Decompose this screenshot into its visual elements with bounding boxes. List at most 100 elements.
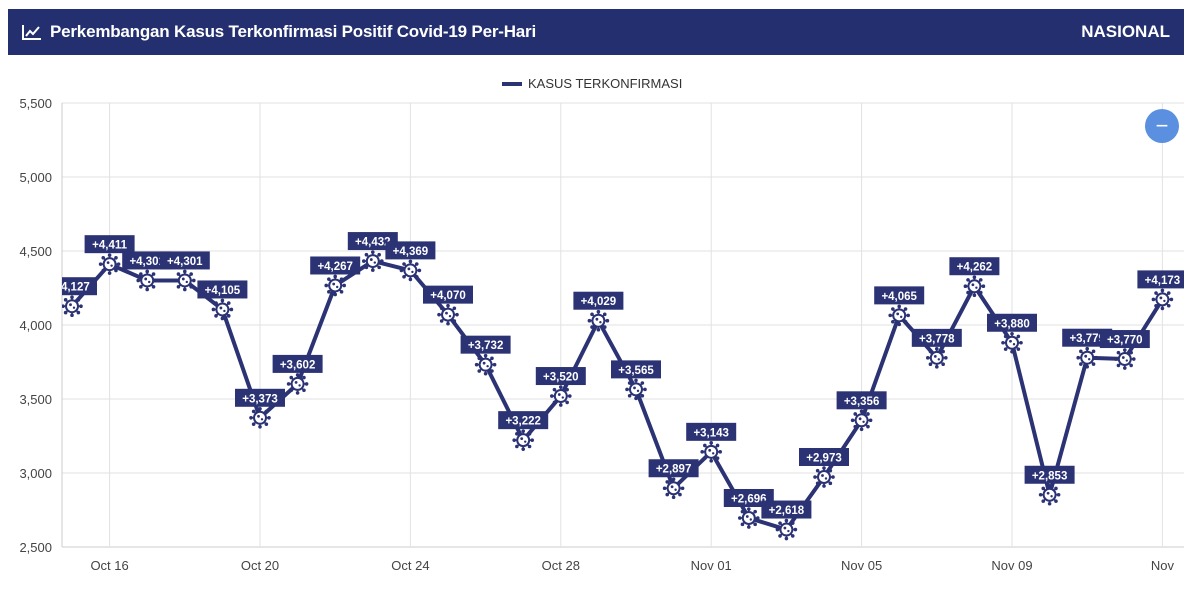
data-label: +4,411 xyxy=(84,235,135,254)
virus-dot xyxy=(900,315,903,319)
virus-spike-tip xyxy=(183,287,187,292)
data-label-box xyxy=(723,488,774,507)
virus-dot xyxy=(336,285,339,289)
virus-spike-tip xyxy=(665,492,670,497)
data-label-text: +4,173 xyxy=(1145,275,1181,287)
virus-body xyxy=(666,481,681,496)
virus-spike-tip xyxy=(935,347,939,351)
virus-marker xyxy=(850,409,873,432)
data-label: +3,770 xyxy=(1099,330,1150,349)
virus-spike-tip xyxy=(903,319,908,324)
virus-spike-tip xyxy=(490,369,494,373)
virus-spike-tip xyxy=(362,259,366,263)
virus-marker xyxy=(662,477,685,500)
virus-body xyxy=(1080,350,1095,365)
legend-label: KASUS TERKONFIRMASI xyxy=(528,76,682,91)
virus-spike-tip xyxy=(339,277,344,281)
virus-spike-tip xyxy=(866,412,870,416)
virus-body xyxy=(177,273,192,288)
virus-dot xyxy=(561,396,564,399)
virus-marker xyxy=(625,378,647,401)
virus-spike-tip xyxy=(527,444,532,449)
virus-spike-tip xyxy=(214,301,218,305)
virus-spike-tip xyxy=(114,256,118,260)
virus-dot xyxy=(260,418,264,421)
virus-spike-tip xyxy=(229,307,234,312)
virus-dot xyxy=(821,474,824,477)
virus-dot xyxy=(72,306,76,309)
virus-body xyxy=(365,254,380,269)
data-label: +4,173 xyxy=(1137,270,1184,289)
header-title-group: Perkembangan Kasus Terkonfirmasi Positif… xyxy=(22,22,1081,42)
virus-spike-tip xyxy=(371,268,375,272)
data-label: +4,432 xyxy=(347,232,398,251)
virus-dot xyxy=(332,282,336,286)
virus-spike-tip xyxy=(527,431,532,436)
data-label-text: +2,696 xyxy=(731,493,767,505)
virus-spike-tip xyxy=(327,277,331,281)
virus-spike-tip xyxy=(740,509,745,514)
virus-spike-tip xyxy=(640,393,645,398)
virus-spike-tip xyxy=(978,278,983,282)
virus-marker xyxy=(926,347,948,369)
virus-body xyxy=(1042,487,1057,502)
virus-dot xyxy=(257,414,260,418)
virus-spike-tip xyxy=(446,303,450,308)
data-label-box xyxy=(911,328,962,347)
virus-dot xyxy=(896,312,900,316)
data-label: +4,301 xyxy=(122,251,173,270)
virus-spike-tip xyxy=(521,447,525,451)
line-chart-icon xyxy=(22,25,41,40)
virus-spike-tip xyxy=(868,418,873,423)
virus-spike-tip xyxy=(371,250,375,254)
virus-spike-tip xyxy=(154,278,158,283)
virus-spike-tip xyxy=(972,293,977,298)
data-label-box xyxy=(987,313,1037,332)
virus-body xyxy=(140,273,155,288)
virus-spike-tip xyxy=(380,259,384,263)
virus-spike-tip xyxy=(859,427,864,432)
virus-spike-tip xyxy=(1151,297,1156,302)
virus-marker xyxy=(362,250,384,272)
virus-spike-tip xyxy=(715,456,720,460)
virus-spike-tip xyxy=(1001,340,1005,345)
data-label-text: +2,853 xyxy=(1032,470,1068,482)
virus-spike-tip xyxy=(671,495,676,500)
virus-spike-tip xyxy=(1129,350,1133,355)
virus-spike-tip xyxy=(63,298,68,302)
virus-spike-tip xyxy=(891,319,895,324)
data-label-text: +2,897 xyxy=(656,464,692,476)
virus-dot xyxy=(298,384,301,387)
data-label: +3,778 xyxy=(911,328,962,347)
virus-spike-tip xyxy=(490,356,494,361)
virus-spike-tip xyxy=(790,534,795,538)
data-label-text: +3,880 xyxy=(994,318,1030,330)
virus-dot xyxy=(482,361,486,365)
virus-marker xyxy=(1151,288,1174,311)
virus-spike-tip xyxy=(417,268,422,273)
virus-marker xyxy=(474,353,497,376)
data-label-text: +4,262 xyxy=(957,262,993,274)
x-tick-label: Oct 28 xyxy=(542,558,580,573)
virus-spike-tip xyxy=(963,284,968,289)
virus-spike-tip xyxy=(981,284,986,289)
zoom-out-button[interactable]: − xyxy=(1145,109,1179,143)
y-tick-label: 2,500 xyxy=(19,540,52,555)
virus-spike-tip xyxy=(740,522,745,527)
virus-spike-tip xyxy=(828,481,833,486)
virus-dot xyxy=(971,283,975,287)
virus-dot xyxy=(219,306,223,310)
virus-spike-tip xyxy=(1129,363,1133,368)
virus-spike-tip xyxy=(978,290,983,295)
virus-marker xyxy=(399,259,422,282)
data-label-box xyxy=(799,447,849,466)
virus-spike-tip xyxy=(602,325,607,329)
virus-dot xyxy=(674,488,677,491)
virus-spike-tip xyxy=(941,349,945,354)
virus-spike-tip xyxy=(439,306,444,311)
virus-spike-tip xyxy=(1123,366,1127,370)
virus-dot xyxy=(407,267,411,271)
virus-marker xyxy=(963,275,986,298)
virus-dot xyxy=(411,270,414,274)
virus-spike-tip xyxy=(1076,355,1080,360)
